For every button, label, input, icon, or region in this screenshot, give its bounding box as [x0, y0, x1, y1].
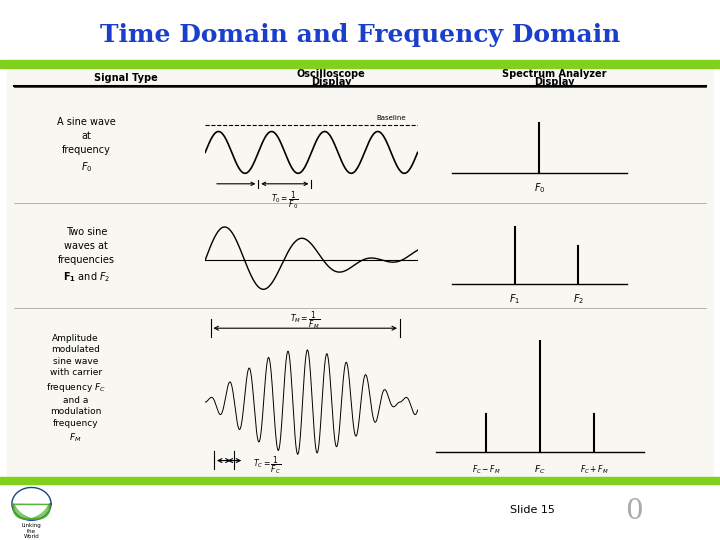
Text: Display: Display — [311, 77, 351, 86]
Text: Baseline: Baseline — [377, 115, 406, 121]
Text: $F_C + F_M$: $F_C + F_M$ — [580, 464, 608, 476]
Bar — [7, 69, 713, 477]
Bar — [0, 477, 720, 484]
Text: $F_2$: $F_2$ — [572, 293, 584, 306]
Text: Amplitude
modulated
sine wave
with carrier
frequency $F_C$
and a
modulation
freq: Amplitude modulated sine wave with carri… — [45, 334, 106, 443]
Text: Spectrum Analyzer: Spectrum Analyzer — [502, 69, 607, 79]
Text: Signal Type: Signal Type — [94, 73, 158, 83]
Text: $T_0 = \dfrac{1}{F_0}$: $T_0 = \dfrac{1}{F_0}$ — [271, 189, 299, 211]
Text: Time Domain and Frequency Domain: Time Domain and Frequency Domain — [100, 23, 620, 47]
Text: $T_M = \dfrac{1}{F_M}$: $T_M = \dfrac{1}{F_M}$ — [290, 309, 320, 332]
Text: Slide 15: Slide 15 — [510, 505, 555, 515]
Text: 0: 0 — [625, 498, 642, 525]
Bar — [0, 60, 720, 68]
Text: $F_1$: $F_1$ — [509, 293, 521, 306]
Text: Display: Display — [534, 77, 575, 86]
Text: $F_C - F_M$: $F_C - F_M$ — [472, 464, 500, 476]
Text: Linking
the
World: Linking the World — [22, 523, 41, 539]
Text: $F_0$: $F_0$ — [534, 181, 545, 194]
Text: $F_C$: $F_C$ — [534, 464, 546, 476]
Text: $T_C = \dfrac{1}{F_C}$: $T_C = \dfrac{1}{F_C}$ — [253, 454, 282, 476]
Text: Two sine
waves at
frequencies
$\mathbf{F_1}$ and $F_2$: Two sine waves at frequencies $\mathbf{F… — [58, 227, 115, 284]
Text: Oscilloscope: Oscilloscope — [297, 69, 366, 79]
Text: A sine wave
at
frequency
$F_0$: A sine wave at frequency $F_0$ — [57, 117, 116, 174]
